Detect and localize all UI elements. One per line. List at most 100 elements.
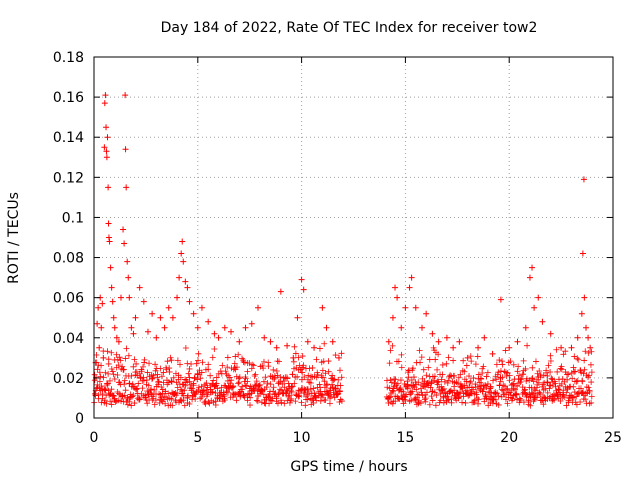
data-point-dense xyxy=(587,361,594,368)
data-point-dense xyxy=(208,389,215,396)
data-point-dense xyxy=(332,352,339,359)
data-point xyxy=(111,324,118,331)
data-point-dense xyxy=(494,390,501,397)
data-point xyxy=(100,354,107,361)
data-point-dense xyxy=(288,388,295,395)
data-point-dense xyxy=(429,397,436,404)
data-point xyxy=(506,344,513,351)
data-point-dense xyxy=(113,351,120,358)
data-point-dense xyxy=(205,366,212,373)
data-point-dense xyxy=(290,358,297,365)
data-point-dense xyxy=(326,400,333,407)
data-point xyxy=(481,334,488,341)
data-point-dense xyxy=(575,356,582,363)
data-point-dense xyxy=(186,374,193,381)
data-point-dense xyxy=(385,400,392,407)
data-point-dense xyxy=(417,400,424,407)
data-point-dense xyxy=(475,400,482,407)
data-point-dense xyxy=(461,368,468,375)
data-point-dense xyxy=(325,358,332,365)
data-point-dense xyxy=(410,374,417,381)
data-point-dense xyxy=(277,374,284,381)
data-point-dense xyxy=(475,371,482,378)
data-point-dense xyxy=(457,371,464,378)
data-point-dense xyxy=(483,373,490,380)
data-point-dense xyxy=(493,361,500,368)
data-point-dense xyxy=(233,397,240,404)
data-point-dense xyxy=(95,392,102,399)
data-point-dense xyxy=(266,394,273,401)
data-point-dense xyxy=(535,379,542,386)
data-point-dense xyxy=(443,360,450,367)
data-point-dense xyxy=(131,356,138,363)
data-point-dense xyxy=(470,375,477,382)
data-point-dense xyxy=(281,400,288,407)
data-point-dense xyxy=(202,398,209,405)
data-point-dense xyxy=(247,394,254,401)
data-point-dense xyxy=(547,382,554,389)
data-point xyxy=(385,338,392,345)
data-point-dense xyxy=(529,390,536,397)
data-point-dense xyxy=(200,387,207,394)
data-point xyxy=(277,288,284,295)
data-point-dense xyxy=(397,377,404,384)
data-point-dense xyxy=(512,386,519,393)
data-point-dense xyxy=(425,380,432,387)
data-point-dense xyxy=(516,395,523,402)
data-point xyxy=(105,220,112,227)
data-point-dense xyxy=(195,350,202,357)
data-point-dense xyxy=(336,388,343,395)
data-point-dense xyxy=(207,372,214,379)
data-point-dense xyxy=(111,375,118,382)
data-point-dense xyxy=(260,378,267,385)
data-point-dense xyxy=(573,401,580,408)
data-point-dense xyxy=(134,385,141,392)
data-point-dense xyxy=(474,353,481,360)
data-point-dense xyxy=(467,378,474,385)
data-point-dense xyxy=(166,368,173,375)
x-tick-label: 10 xyxy=(293,430,311,446)
data-point xyxy=(157,314,164,321)
data-point-dense xyxy=(585,384,592,391)
data-point xyxy=(535,294,542,301)
data-point-dense xyxy=(251,373,258,380)
data-point-dense xyxy=(235,380,242,387)
data-point-dense xyxy=(181,402,188,409)
data-point-dense xyxy=(291,343,298,350)
data-point-dense xyxy=(126,380,133,387)
data-point-dense xyxy=(586,372,593,379)
y-tick-label: 0.16 xyxy=(53,90,84,106)
data-point-dense xyxy=(171,391,178,398)
data-point-dense xyxy=(174,384,181,391)
data-point-dense xyxy=(506,377,513,384)
data-point-dense xyxy=(401,393,408,400)
data-point xyxy=(581,294,588,301)
data-point-dense xyxy=(473,395,480,402)
data-point-dense xyxy=(224,389,231,396)
data-point-dense xyxy=(542,385,549,392)
data-point-dense xyxy=(115,362,122,369)
data-point-dense xyxy=(166,395,173,402)
data-point-dense xyxy=(116,390,123,397)
data-point-dense xyxy=(299,353,306,360)
data-point-dense xyxy=(136,396,143,403)
data-point-dense xyxy=(112,398,119,405)
x-tick-label: 0 xyxy=(90,430,99,446)
data-point-dense xyxy=(265,363,272,370)
data-point-dense xyxy=(500,387,507,394)
data-point-dense xyxy=(129,393,136,400)
data-point-dense xyxy=(260,358,267,365)
data-point-dense xyxy=(198,383,205,390)
data-point-dense xyxy=(274,400,281,407)
data-point-dense xyxy=(450,357,457,364)
data-point-dense xyxy=(509,381,516,388)
data-point-dense xyxy=(281,378,288,385)
data-point-dense xyxy=(434,366,441,373)
data-point-dense xyxy=(560,392,567,399)
data-point xyxy=(242,324,249,331)
data-point-dense xyxy=(455,394,462,401)
data-point-dense xyxy=(93,359,100,366)
data-point-dense xyxy=(549,395,556,402)
y-tick-label: 0.06 xyxy=(53,291,84,307)
